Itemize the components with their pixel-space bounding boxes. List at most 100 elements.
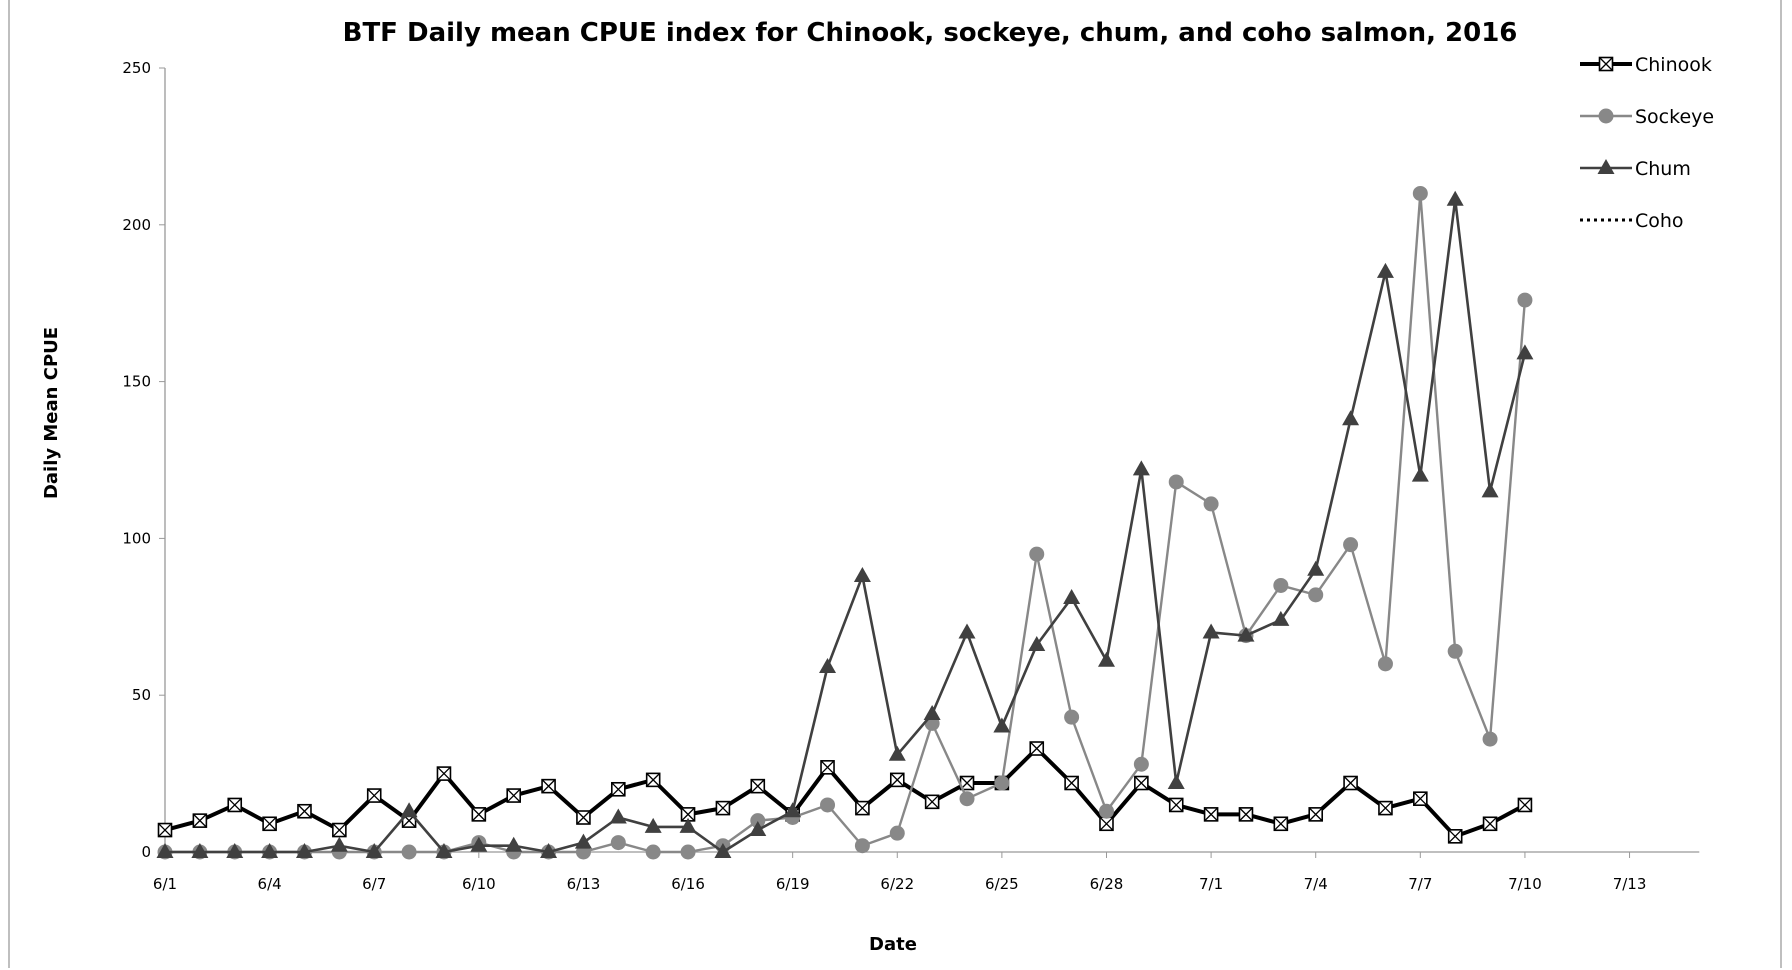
chum-point	[1028, 636, 1046, 652]
sockeye-point	[1133, 756, 1149, 772]
chinook-point	[1064, 775, 1079, 791]
chum-point	[1376, 262, 1394, 278]
legend: Chinook Sockeye Chum Coho	[1580, 54, 1714, 232]
chum-point	[1516, 344, 1534, 360]
chart-title: BTF Daily mean CPUE index for Chinook, s…	[343, 18, 1518, 48]
series-chinook	[157, 741, 1533, 844]
chum-point	[1237, 626, 1255, 642]
legend-label-sockeye: Sockeye	[1635, 106, 1714, 128]
chum-point	[993, 717, 1011, 733]
sockeye-point	[1308, 587, 1324, 603]
y-tick-label: 200	[122, 216, 151, 234]
legend-marker-chum	[1597, 159, 1615, 174]
sockeye-point	[1203, 496, 1219, 512]
chart-frame	[8, 0, 1782, 968]
x-tick-label: 6/28	[1090, 875, 1124, 893]
chum-point	[400, 802, 418, 818]
y-tick-label: 50	[132, 686, 151, 704]
x-tick-label: 6/19	[776, 875, 810, 893]
y-axis-title: Daily Mean CPUE	[41, 327, 62, 499]
sockeye-point	[401, 844, 417, 860]
sockeye-point	[1377, 656, 1393, 672]
chum-point	[1481, 482, 1499, 498]
x-tick-label: 7/7	[1408, 875, 1432, 893]
chum-point	[1063, 588, 1081, 604]
chinook-point	[1413, 791, 1428, 806]
chinook-point	[262, 816, 277, 832]
chinook-point	[1343, 775, 1358, 791]
chinook-point	[715, 800, 731, 816]
sockeye-point	[854, 838, 870, 854]
chum-point	[888, 745, 906, 761]
sockeye-point	[1029, 546, 1045, 562]
sockeye-point	[994, 775, 1010, 791]
chum-point	[1307, 560, 1325, 576]
chum-point	[784, 802, 802, 818]
sockeye-point	[1517, 292, 1533, 308]
series-chum	[156, 190, 1534, 858]
chinook-point	[924, 794, 940, 810]
chum-point	[295, 843, 313, 858]
chinook-point	[1447, 829, 1463, 844]
chum-point	[1202, 623, 1220, 639]
chum-point	[958, 623, 976, 639]
chinook-point	[506, 788, 522, 803]
chum-point	[1342, 410, 1360, 426]
chinook-point	[436, 766, 452, 781]
legend-item-sockeye: Sockeye	[1580, 106, 1714, 128]
chinook-point	[1099, 816, 1114, 832]
x-tick-label: 7/4	[1304, 875, 1328, 893]
chum-point	[365, 843, 383, 858]
sockeye-point	[1168, 474, 1184, 490]
chum-point	[679, 817, 697, 833]
chum-point	[1167, 774, 1185, 790]
legend-label-chinook: Chinook	[1635, 54, 1712, 76]
y-tick-label: 0	[141, 843, 151, 861]
axes: 0 50 100 150 200 250 6/1 6/4 6/7 6/10 6/13 6/16 6/19…	[122, 59, 1700, 893]
chum-point	[540, 843, 558, 858]
x-tick-label: 7/1	[1199, 875, 1223, 893]
chinook-point	[471, 807, 487, 822]
sockeye-point	[680, 844, 696, 860]
chinook-point	[541, 778, 556, 794]
sockeye-point	[1343, 537, 1359, 553]
chinook-point	[1238, 807, 1254, 822]
chinook-point	[645, 772, 661, 788]
chinook-point	[366, 788, 382, 803]
chum-point	[470, 836, 488, 852]
chum-point	[609, 808, 627, 824]
sockeye-point	[1064, 709, 1080, 725]
x-tick-label: 7/13	[1613, 875, 1647, 893]
line-sockeye	[165, 192, 1527, 854]
legend-label-coho: Coho	[1635, 210, 1684, 232]
chum-point	[261, 843, 279, 858]
chinook-point	[1203, 807, 1219, 822]
chum-point	[644, 817, 662, 833]
chinook-point	[855, 800, 870, 816]
sockeye-point	[1412, 185, 1428, 201]
chum-point	[574, 833, 592, 849]
chinook-point	[1482, 816, 1498, 832]
legend-item-chum: Chum	[1580, 158, 1691, 180]
chinook-point	[1378, 800, 1393, 816]
chum-point	[1411, 466, 1429, 482]
chum-point	[1132, 460, 1150, 476]
chinook-point	[332, 822, 347, 838]
x-tick-label: 6/16	[671, 875, 705, 893]
sockeye-point	[820, 797, 836, 813]
legend-item-coho: Coho	[1580, 210, 1684, 232]
chinook-point	[576, 810, 591, 825]
chinook-point	[192, 813, 208, 828]
sockeye-point	[645, 844, 661, 860]
chinook-point	[1308, 807, 1324, 822]
x-tick-label: 6/4	[258, 875, 282, 893]
legend-item-chinook: Chinook	[1580, 54, 1712, 76]
line-chinook	[164, 746, 1526, 839]
chum-point	[435, 843, 453, 858]
chum-point	[923, 705, 941, 721]
chum-point	[191, 843, 209, 858]
chum-point	[330, 836, 348, 852]
x-tick-label: 6/10	[462, 875, 496, 893]
x-axis-title: Date	[869, 934, 917, 955]
